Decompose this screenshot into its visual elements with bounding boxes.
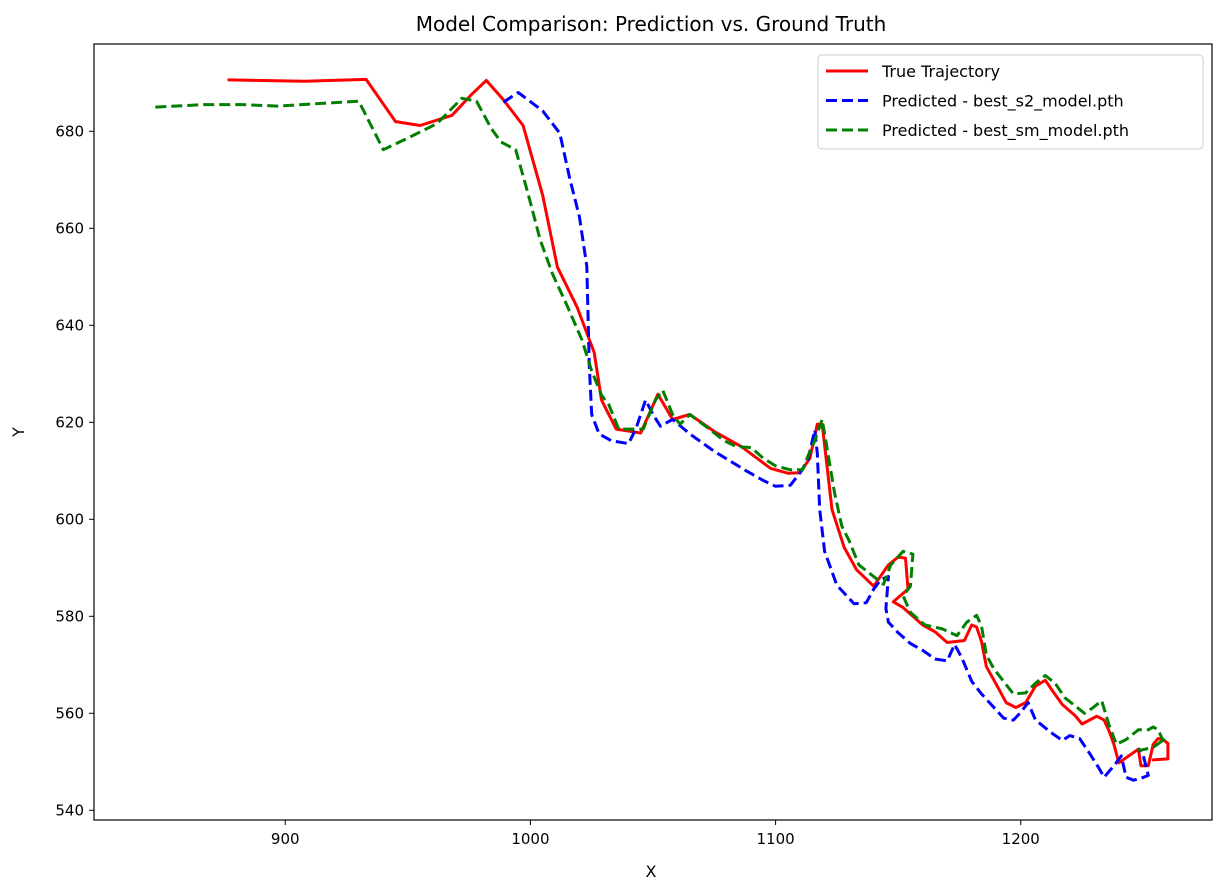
- axis-ticks: 900 1000 1100 1200 540 560 580 600 620 640 660 680: [55, 122, 1039, 848]
- legend-label-3: Predicted - best_sm_model.pth: [882, 121, 1129, 141]
- series-line-2: [502, 91, 1150, 782]
- y-tick-label: 640: [55, 316, 84, 334]
- legend-label-1: True Trajectory: [881, 62, 1000, 81]
- chart-title: Model Comparison: Prediction vs. Ground …: [416, 12, 887, 36]
- y-tick-label: 660: [55, 219, 84, 237]
- y-axis-label: Y: [9, 427, 28, 438]
- y-tick-label: 600: [55, 510, 84, 528]
- x-tick-label: 1000: [511, 830, 549, 848]
- y-tick-label: 560: [55, 704, 84, 722]
- legend-label-2: Predicted - best_s2_model.pth: [882, 92, 1124, 112]
- y-tick-label: 580: [55, 607, 84, 625]
- legend: True Trajectory Predicted - best_s2_model…: [817, 54, 1204, 150]
- y-tick-label: 680: [55, 122, 84, 140]
- x-axis-label: X: [646, 862, 657, 881]
- x-tick-label: 1200: [1002, 830, 1040, 848]
- x-tick-label: 900: [271, 830, 300, 848]
- series-line-3: [155, 96, 1167, 752]
- axes-frame: [93, 43, 1213, 821]
- x-tick-label: 1100: [756, 830, 794, 848]
- y-tick-label: 540: [55, 801, 84, 819]
- y-tick-label: 620: [55, 413, 84, 431]
- legend-box: [817, 54, 1204, 150]
- plot-area: [155, 77, 1170, 782]
